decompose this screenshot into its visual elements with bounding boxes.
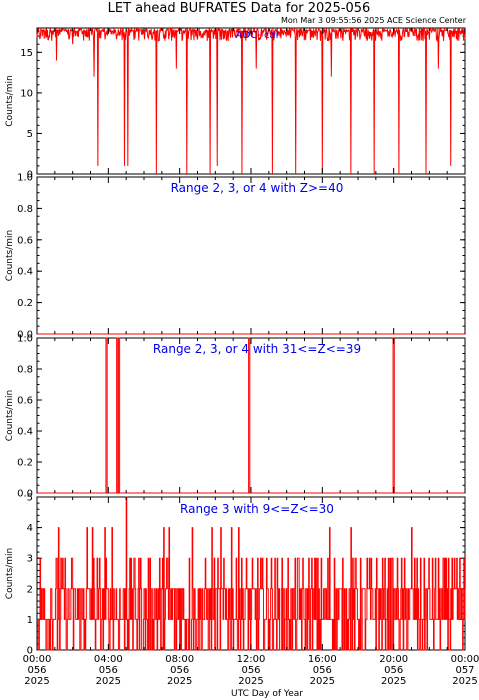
y-tick-label: 1.0 bbox=[17, 173, 33, 184]
y-tick-label: 5 bbox=[27, 129, 33, 140]
panel-range-z-ge-40: 0.0 0.2 0.4 0.6 0.8 1.0 Counts/min Range 2, 3, … bbox=[5, 173, 466, 341]
y-tick-label: 10 bbox=[20, 88, 33, 99]
y-tick-label: 0.8 bbox=[17, 204, 33, 215]
data-series-line bbox=[37, 337, 465, 494]
x-tick-label-year: 2025 bbox=[452, 676, 477, 687]
x-tick-label-year: 2025 bbox=[167, 676, 192, 687]
data-series-line bbox=[37, 496, 466, 651]
x-tick-label-year: 2025 bbox=[238, 676, 263, 687]
y-axis-label: Counts/min bbox=[5, 230, 15, 281]
x-tick-label-doy: 056 bbox=[99, 665, 118, 676]
x-tick-label-year: 2025 bbox=[24, 676, 49, 687]
panel-adc-cal: 0 5 10 15 Counts/min ADC- cal bbox=[5, 26, 466, 181]
y-axis-label: Counts/min bbox=[5, 75, 15, 126]
panel-frame bbox=[36, 27, 466, 175]
y-tick-label: 3 bbox=[27, 554, 33, 565]
y-tick-label: 0.0 bbox=[17, 489, 33, 500]
x-tick-label-doy: 056 bbox=[170, 665, 189, 676]
panel-range3-z-9-30: 0 1 2 3 4 5 Counts/min Range 3 with 9<=Z<=30 bbox=[5, 493, 466, 657]
y-axis-label: Counts/min bbox=[5, 548, 15, 599]
y-tick-label: 0.0 bbox=[17, 330, 33, 341]
y-tick-label: 0.6 bbox=[17, 396, 33, 407]
y-tick-label: 0 bbox=[27, 170, 33, 181]
panel-frame bbox=[36, 176, 466, 335]
x-tick-label-year: 2025 bbox=[96, 676, 121, 687]
panel-label: Range 2, 3, or 4 with 31<=Z<=39 bbox=[153, 342, 361, 356]
y-tick-label: 4 bbox=[27, 523, 33, 534]
x-tick-label-time: 00:00 bbox=[23, 654, 52, 665]
data-series-line bbox=[36, 26, 466, 175]
y-tick-label: 1.0 bbox=[17, 334, 33, 345]
y-tick-label: 2 bbox=[27, 584, 33, 595]
x-tick-label-time: 12:00 bbox=[237, 654, 266, 665]
x-tick-label-time: 16:00 bbox=[308, 654, 337, 665]
y-tick-label: 0.2 bbox=[17, 298, 33, 309]
x-tick-label-year: 2025 bbox=[381, 676, 406, 687]
panel-label: ADC- cal bbox=[236, 30, 279, 41]
y-tick-label: 0.4 bbox=[17, 427, 33, 438]
panel-label: Range 3 with 9<=Z<=30 bbox=[180, 502, 334, 516]
x-tick-label-year: 2025 bbox=[310, 676, 335, 687]
y-tick-label: 15 bbox=[20, 48, 33, 59]
y-tick-label: 0.8 bbox=[17, 365, 33, 376]
x-axis: 00:00056202504:00056202508:00056202512:0… bbox=[23, 28, 479, 687]
y-tick-label: 0.4 bbox=[17, 267, 33, 278]
x-tick-label-doy: 056 bbox=[241, 665, 260, 676]
y-axis-label: Counts/min bbox=[5, 390, 15, 441]
y-tick-label: 5 bbox=[27, 493, 33, 504]
y-tick-label: 0 bbox=[27, 646, 33, 657]
x-tick-label-time: 08:00 bbox=[165, 654, 194, 665]
x-tick-label-time: 00:00 bbox=[451, 654, 479, 665]
y-tick-label: 1 bbox=[27, 615, 33, 626]
x-tick-label-doy: 057 bbox=[455, 665, 474, 676]
x-tick-label-doy: 056 bbox=[27, 665, 46, 676]
y-tick-label: 0.2 bbox=[17, 458, 33, 469]
x-tick-label-time: 04:00 bbox=[94, 654, 123, 665]
x-axis-label: UTC Day of Year bbox=[231, 689, 303, 699]
x-tick-label-time: 20:00 bbox=[379, 654, 408, 665]
panel-label: Range 2, 3, or 4 with Z>=40 bbox=[171, 181, 344, 195]
x-tick-label-doy: 056 bbox=[313, 665, 332, 676]
chart-title: LET ahead BUFRATES Data for 2025-056 bbox=[108, 1, 371, 16]
timestamp-label: Mon Mar 3 09:55:56 2025 ACE Science Cent… bbox=[281, 16, 467, 25]
panel-frame bbox=[36, 337, 466, 494]
x-tick-label-doy: 056 bbox=[384, 665, 403, 676]
panel-range-z-31-39: 0.0 0.2 0.4 0.6 0.8 1.0 Counts/min Range 2, 3, … bbox=[5, 334, 466, 500]
y-tick-label: 0.6 bbox=[17, 235, 33, 246]
